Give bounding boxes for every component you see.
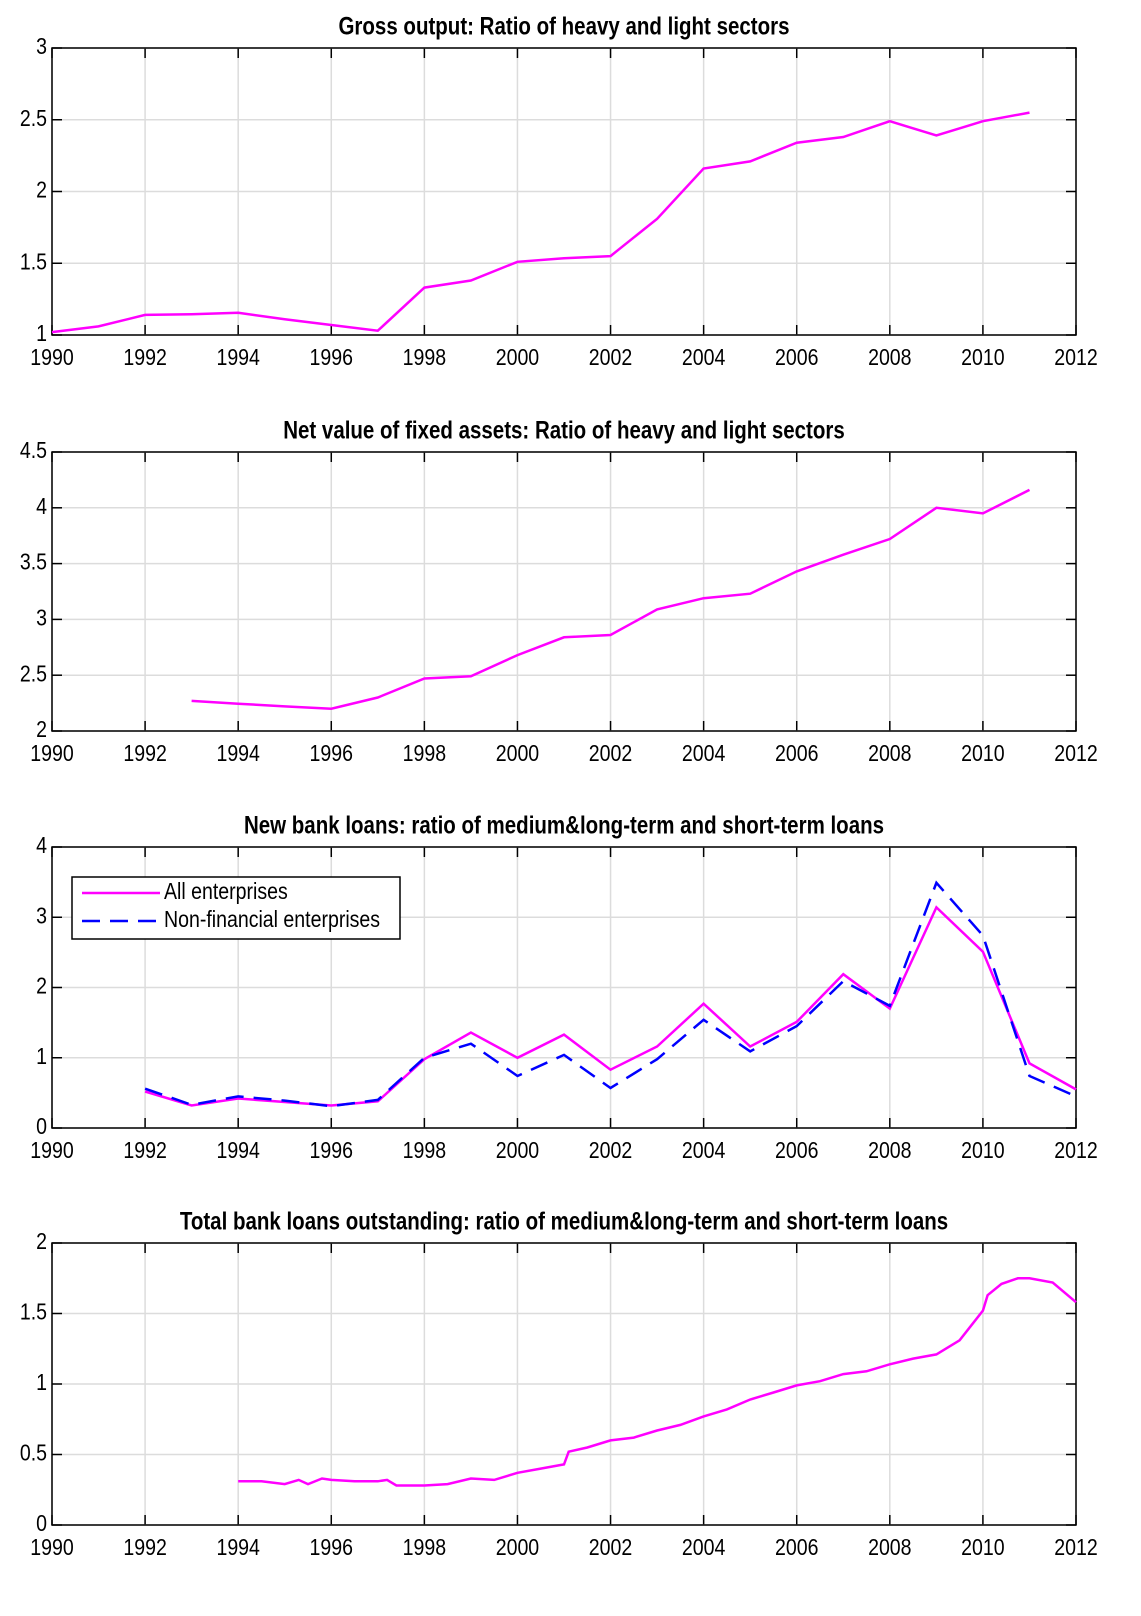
x-tick-label: 1998 <box>403 741 446 767</box>
x-tick-label: 1998 <box>403 1535 446 1561</box>
x-tick-label: 2008 <box>868 1138 911 1164</box>
x-tick-label: 1994 <box>216 741 260 767</box>
x-tick-label: 2002 <box>589 1535 632 1561</box>
subplot: New bank loans: ratio of medium&long-ter… <box>30 811 1097 1164</box>
x-tick-label: 2012 <box>1054 1535 1097 1561</box>
x-tick-label: 1990 <box>30 345 74 371</box>
data-line <box>144 905 1077 1107</box>
x-tick-label: 1998 <box>403 345 446 371</box>
y-tick-label: 3 <box>36 903 47 929</box>
y-tick-label: 2 <box>36 177 47 203</box>
x-tick-label: 2008 <box>868 1535 911 1561</box>
legend-label: All enterprises <box>164 879 288 905</box>
y-tick-label: 1 <box>36 1370 47 1396</box>
y-tick-label: 4 <box>36 493 47 519</box>
legend-label: Non-financial enterprises <box>164 907 380 933</box>
x-tick-label: 1990 <box>30 1535 74 1561</box>
x-tick-label: 2006 <box>775 1535 818 1561</box>
x-tick-label: 1996 <box>310 345 353 371</box>
x-tick-label: 2004 <box>682 741 726 767</box>
plot-frame <box>51 1242 1077 1526</box>
x-tick-label: 2006 <box>775 741 818 767</box>
x-tick-label: 1992 <box>123 1535 166 1561</box>
x-tick-label: 1996 <box>310 1138 353 1164</box>
y-tick-label: 2 <box>36 1229 47 1255</box>
x-tick-label: 1990 <box>30 1138 74 1164</box>
y-tick-label: 2.5 <box>20 661 47 687</box>
chart-title: New bank loans: ratio of medium&long-ter… <box>244 811 884 839</box>
x-tick-label: 2012 <box>1054 1138 1097 1164</box>
y-tick-label: 4 <box>36 833 47 859</box>
chart-title: Gross output: Ratio of heavy and light s… <box>338 12 789 40</box>
plot-frame <box>51 451 1077 732</box>
x-tick-label: 2012 <box>1054 741 1097 767</box>
x-tick-label: 2004 <box>682 1535 726 1561</box>
data-line <box>144 880 1077 1108</box>
y-tick-label: 3 <box>36 34 47 60</box>
x-tick-label: 2002 <box>589 345 632 371</box>
x-tick-label: 1992 <box>123 345 166 371</box>
data-line <box>51 111 1030 334</box>
y-tick-label: 3.5 <box>20 549 47 575</box>
subplot: Total bank loans outstanding: ratio of m… <box>20 1207 1098 1561</box>
x-tick-label: 2004 <box>682 345 726 371</box>
y-tick-label: 1 <box>36 321 47 347</box>
x-tick-label: 1998 <box>403 1138 446 1164</box>
y-tick-label: 1.5 <box>20 1299 47 1325</box>
chart-title: Net value of fixed assets: Ratio of heav… <box>283 416 845 444</box>
x-tick-label: 2000 <box>496 741 540 767</box>
x-tick-label: 2002 <box>589 741 632 767</box>
y-tick-label: 2 <box>36 973 47 999</box>
data-line <box>191 488 1031 710</box>
x-tick-label: 1990 <box>30 741 74 767</box>
y-tick-label: 0.5 <box>20 1440 47 1466</box>
y-tick-label: 2 <box>36 717 47 743</box>
y-tick-label: 0 <box>36 1114 47 1140</box>
x-tick-label: 2010 <box>961 345 1005 371</box>
x-tick-label: 2002 <box>589 1138 632 1164</box>
x-tick-label: 2010 <box>961 1535 1005 1561</box>
x-tick-label: 1996 <box>310 1535 353 1561</box>
subplot: Net value of fixed assets: Ratio of heav… <box>20 416 1098 767</box>
y-tick-label: 4.5 <box>20 438 47 464</box>
plot-frame <box>51 846 1077 1129</box>
data-line <box>238 1277 1077 1487</box>
x-tick-label: 2008 <box>868 345 911 371</box>
x-tick-label: 2000 <box>496 1535 540 1561</box>
subplot: Gross output: Ratio of heavy and light s… <box>20 12 1098 371</box>
y-tick-label: 1.5 <box>20 249 47 275</box>
x-tick-label: 2010 <box>961 741 1005 767</box>
x-tick-label: 2004 <box>682 1138 726 1164</box>
x-tick-label: 2006 <box>775 1138 818 1164</box>
x-tick-label: 2006 <box>775 345 818 371</box>
x-tick-label: 2008 <box>868 741 911 767</box>
x-tick-label: 1992 <box>123 1138 166 1164</box>
plot-frame <box>51 47 1077 336</box>
x-tick-label: 1994 <box>216 345 260 371</box>
y-tick-label: 2.5 <box>20 105 47 131</box>
y-tick-label: 1 <box>36 1043 47 1069</box>
chart-title: Total bank loans outstanding: ratio of m… <box>180 1207 948 1235</box>
x-tick-label: 1996 <box>310 741 353 767</box>
x-tick-label: 2000 <box>496 345 540 371</box>
legend-box <box>71 876 401 940</box>
x-tick-label: 2010 <box>961 1138 1005 1164</box>
y-tick-label: 3 <box>36 605 47 631</box>
y-tick-label: 0 <box>36 1511 47 1537</box>
x-tick-label: 2012 <box>1054 345 1097 371</box>
x-tick-label: 1992 <box>123 741 166 767</box>
x-tick-label: 1994 <box>216 1535 260 1561</box>
x-tick-label: 1994 <box>216 1138 260 1164</box>
x-tick-label: 2000 <box>496 1138 540 1164</box>
